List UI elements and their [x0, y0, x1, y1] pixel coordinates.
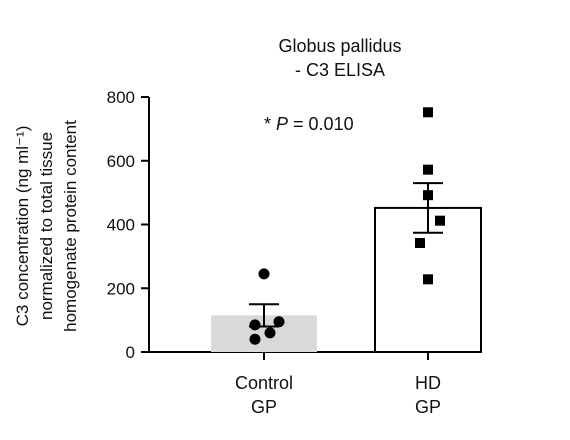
bars — [211, 206, 482, 353]
y-tick-label: 400 — [107, 216, 135, 235]
x-tick-label: GP — [415, 397, 441, 417]
x-tick-label: HD — [415, 373, 441, 393]
chart-title: Globus pallidus - C3 ELISA — [278, 36, 401, 80]
y-axis-label-line: normalized to total tissue — [37, 132, 56, 320]
y-axis-label-line: homogenate protein content — [61, 120, 80, 332]
y-tick-label: 800 — [107, 88, 135, 107]
chart-title-line: - C3 ELISA — [295, 60, 385, 80]
y-axis-label: C3 concentration (ng ml⁻¹) normalized to … — [13, 120, 80, 332]
x-tick-labels: Control GP HD GP — [235, 373, 441, 417]
data-point — [423, 164, 433, 175]
data-point — [249, 333, 261, 345]
data-point — [435, 215, 445, 226]
y-tick-label: 0 — [126, 343, 135, 362]
x-tick-label: Control — [235, 373, 293, 393]
data-points — [249, 107, 445, 345]
y-tick-label: 600 — [107, 152, 135, 171]
data-point — [423, 274, 433, 285]
x-tick-label: GP — [251, 397, 277, 417]
data-point — [249, 319, 261, 331]
p-value: = 0.010 — [288, 114, 354, 134]
data-point — [273, 316, 285, 328]
axes: 0 200 400 600 800 — [107, 88, 470, 362]
data-point — [258, 268, 270, 280]
y-axis-label-line: C3 concentration (ng ml⁻¹) — [13, 126, 32, 327]
p-symbol: P — [276, 114, 288, 134]
data-point — [423, 107, 433, 118]
significance-star: * — [264, 114, 276, 134]
data-point — [264, 327, 276, 339]
data-point — [423, 190, 433, 201]
p-value-text: * P = 0.010 — [264, 114, 354, 134]
chart-title-line: Globus pallidus — [278, 36, 401, 56]
p-value-annotation: * P = 0.010 — [264, 114, 354, 134]
y-tick-label: 200 — [107, 279, 135, 298]
data-point — [415, 237, 425, 248]
